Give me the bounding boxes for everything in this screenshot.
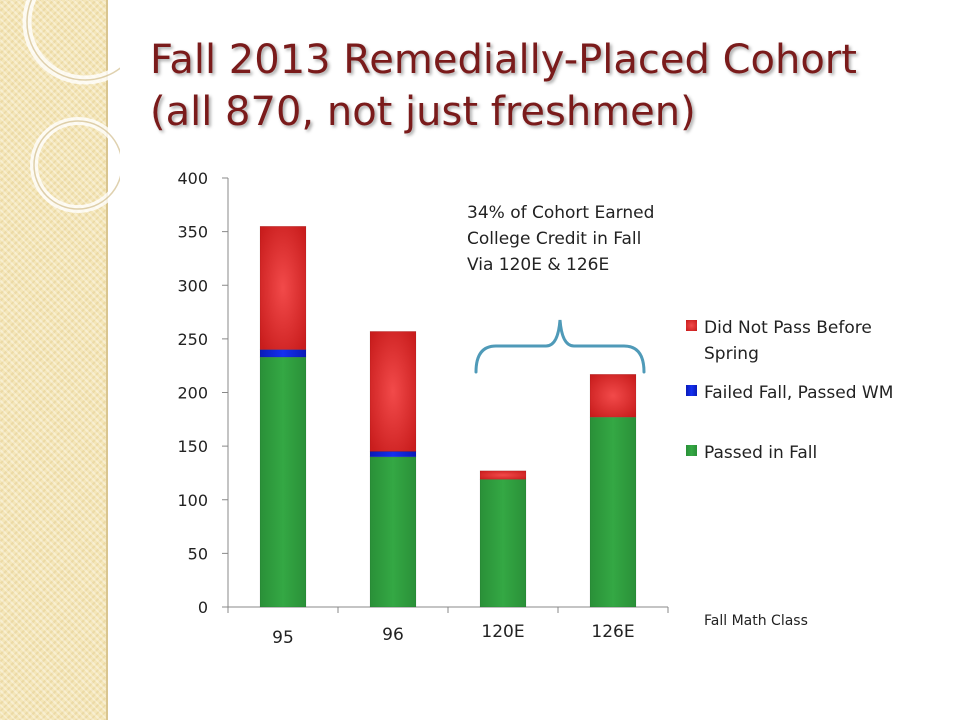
legend-label-line: Spring bbox=[704, 344, 759, 364]
x-axis: 95 96 120E 126E bbox=[227, 606, 669, 648]
x-tick-label: 96 bbox=[382, 625, 404, 645]
bar-segment-95-3 bbox=[259, 226, 307, 350]
bar-segment-96-3 bbox=[369, 331, 417, 452]
bar-segment-126E-3 bbox=[589, 374, 637, 418]
y-tick-label: 100 bbox=[177, 491, 208, 510]
annotation-line: College Credit in Fall bbox=[467, 229, 641, 249]
annotation-line: Via 120E & 126E bbox=[467, 255, 609, 275]
title-line-1: Fall 2013 Remedially-Placed Cohort bbox=[150, 37, 857, 83]
bar-segment-120E-3 bbox=[479, 470, 527, 480]
legend-label-line: Did Not Pass Before bbox=[704, 318, 872, 338]
bar-segment-126E-1 bbox=[589, 416, 637, 608]
x-tick-label: 95 bbox=[272, 628, 294, 648]
bar-segment-96-1 bbox=[369, 456, 417, 608]
decorative-rings bbox=[22, 0, 120, 213]
bar-segment-95-1 bbox=[259, 356, 307, 608]
y-tick-label: 250 bbox=[177, 330, 208, 349]
y-tick-label: 400 bbox=[177, 169, 208, 188]
legend-label-line: Passed in Fall bbox=[704, 443, 817, 463]
annotation-brace bbox=[474, 319, 646, 374]
y-tick-label: 200 bbox=[177, 384, 208, 403]
y-tick-label: 50 bbox=[188, 544, 208, 563]
y-axis: 0 50 100 150 200 250 300 350 400 bbox=[177, 169, 229, 617]
legend-label: Passed in Fall bbox=[704, 443, 817, 463]
bar-segment-96-2 bbox=[369, 451, 417, 458]
ring-middle-outline bbox=[33, 120, 120, 210]
ring-top-outline bbox=[26, 0, 120, 81]
curly-brace bbox=[474, 319, 646, 374]
bar-segment-95-2 bbox=[259, 349, 307, 358]
annotation-line: 34% of Cohort Earned bbox=[467, 203, 654, 223]
title-line-2: (all 870, not just freshmen) bbox=[150, 89, 696, 135]
x-tick-label: 126E bbox=[591, 622, 634, 642]
legend-swatch bbox=[686, 320, 697, 331]
bars bbox=[259, 226, 637, 608]
x-axis-title: Fall Math Class bbox=[704, 613, 808, 629]
bar-segment-120E-1 bbox=[479, 479, 527, 608]
y-tick-label: 300 bbox=[177, 276, 208, 295]
y-tick-label: 150 bbox=[177, 437, 208, 456]
legend-label: Failed Fall, Passed WM bbox=[704, 383, 893, 403]
legend-swatch bbox=[686, 385, 697, 396]
x-tick-label: 120E bbox=[481, 622, 524, 642]
y-tick-label: 0 bbox=[198, 598, 208, 617]
annotation-text: 34% of Cohort Earned College Credit in Fa… bbox=[467, 203, 654, 275]
legend-swatch bbox=[686, 445, 697, 456]
legend-label-line: Failed Fall, Passed WM bbox=[704, 383, 893, 403]
legend: Did Not Pass Before Spring Failed Fall, Pa… bbox=[686, 318, 893, 463]
y-tick-label: 350 bbox=[177, 223, 208, 242]
legend-label: Did Not Pass Before Spring bbox=[704, 318, 872, 364]
slide-title: Fall 2013 Remedially-Placed Cohort (all … bbox=[150, 34, 940, 138]
